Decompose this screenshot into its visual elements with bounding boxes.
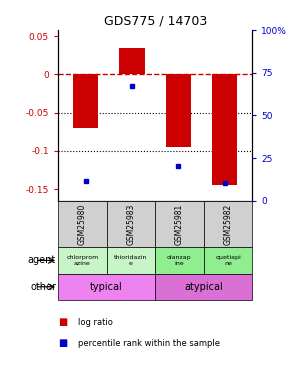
Bar	[204, 201, 252, 247]
Bar	[155, 201, 204, 247]
Text: GSM25982: GSM25982	[224, 203, 233, 244]
Bar	[73, 74, 99, 128]
Bar	[106, 201, 155, 247]
Bar	[212, 74, 237, 185]
Text: log ratio: log ratio	[78, 318, 113, 327]
Bar	[155, 247, 204, 274]
Bar	[106, 247, 155, 274]
Bar	[119, 48, 145, 74]
Text: ■: ■	[58, 318, 67, 327]
Text: GSM25983: GSM25983	[126, 203, 135, 244]
Text: GSM25981: GSM25981	[175, 203, 184, 244]
Text: percentile rank within the sample: percentile rank within the sample	[78, 339, 220, 348]
Bar	[58, 274, 155, 300]
Title: GDS775 / 14703: GDS775 / 14703	[104, 15, 207, 27]
Text: atypical: atypical	[184, 282, 223, 292]
Text: quetiapi
ne: quetiapi ne	[215, 255, 241, 266]
Text: chlorprom
azine: chlorprom azine	[66, 255, 98, 266]
Bar	[155, 274, 252, 300]
Text: thioridazin
e: thioridazin e	[114, 255, 148, 266]
Bar	[58, 201, 106, 247]
Text: agent: agent	[28, 255, 56, 266]
Text: other: other	[30, 282, 56, 292]
Text: GSM25980: GSM25980	[78, 203, 87, 244]
Text: ■: ■	[58, 338, 67, 348]
Text: olanzap
ine: olanzap ine	[167, 255, 192, 266]
Bar	[58, 247, 106, 274]
Text: typical: typical	[90, 282, 123, 292]
Bar	[204, 247, 252, 274]
Bar	[166, 74, 191, 147]
